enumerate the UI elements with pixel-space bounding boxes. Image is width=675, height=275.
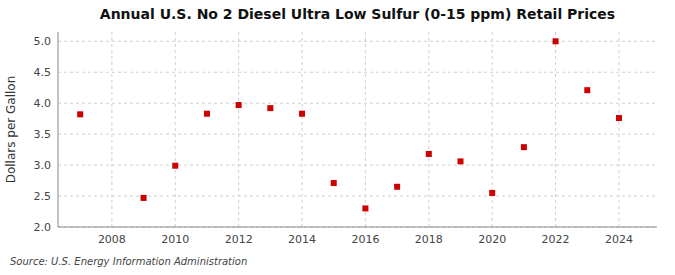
y-grid-line xyxy=(58,196,657,197)
y-axis-line xyxy=(58,32,59,227)
point xyxy=(394,184,400,190)
x-tick-label: 2024 xyxy=(605,233,633,246)
x-grid-line xyxy=(111,32,112,227)
y-grid-line xyxy=(58,72,657,73)
y-grid-line xyxy=(58,103,657,104)
point xyxy=(141,195,147,201)
x-tick-label: 2010 xyxy=(161,233,189,246)
title: Annual U.S. No 2 Diesel Ultra Low Sulfur… xyxy=(100,6,615,22)
x-tick-label: 2008 xyxy=(98,233,126,246)
x-grid-line xyxy=(492,32,493,227)
x-grid-line xyxy=(555,32,556,227)
point xyxy=(77,111,83,117)
x-tick-label: 2022 xyxy=(542,233,570,246)
y-grid-line xyxy=(58,165,657,166)
y-tick-label: 2.5 xyxy=(34,190,52,203)
point xyxy=(489,190,495,196)
x-grid-line xyxy=(238,32,239,227)
x-tick-label: 2020 xyxy=(478,233,506,246)
point xyxy=(458,158,464,164)
y-grid-line xyxy=(58,227,657,228)
source-annotation: Source: U.S. Energy Information Administ… xyxy=(10,256,247,267)
point xyxy=(584,87,590,93)
point xyxy=(172,163,178,169)
chart: 2008 2010 2012 2014 2016 2018 2020 2022 2024 2.0 2… xyxy=(0,0,675,275)
x-grid-line xyxy=(618,32,619,227)
y-tick-label: 2.0 xyxy=(34,221,52,234)
point xyxy=(299,111,305,117)
y-grid-line xyxy=(58,41,657,42)
point xyxy=(331,180,337,186)
y-grid-line xyxy=(58,134,657,135)
x-grid-line xyxy=(428,32,429,227)
point xyxy=(553,38,559,44)
point xyxy=(236,102,242,108)
x-tick-label: 2012 xyxy=(225,233,253,246)
y-tick-label: 3.0 xyxy=(34,159,52,172)
x-tick-label: 2014 xyxy=(288,233,316,246)
x-tick-label: 2016 xyxy=(351,233,379,246)
points xyxy=(77,38,622,211)
x-axis-line xyxy=(58,227,657,228)
x-tick-label: 2018 xyxy=(415,233,443,246)
x-grid-line xyxy=(365,32,366,227)
y-tick-label: 4.5 xyxy=(34,66,52,79)
point xyxy=(426,151,432,157)
point xyxy=(521,144,527,150)
ticks: 2008 2010 2012 2014 2016 2018 2020 2022 2024 2.0 2… xyxy=(34,35,633,246)
point xyxy=(616,115,622,121)
point xyxy=(204,111,210,117)
y-tick-label: 3.5 xyxy=(34,128,52,141)
y-axis-label: Dollars per Gallon xyxy=(4,76,18,184)
x-grid-line xyxy=(175,32,176,227)
y-tick-label: 4.0 xyxy=(34,97,52,110)
point xyxy=(267,105,273,111)
grid xyxy=(58,32,657,227)
y-tick-label: 5.0 xyxy=(34,35,52,48)
point xyxy=(362,205,368,211)
x-grid-line xyxy=(302,32,303,227)
